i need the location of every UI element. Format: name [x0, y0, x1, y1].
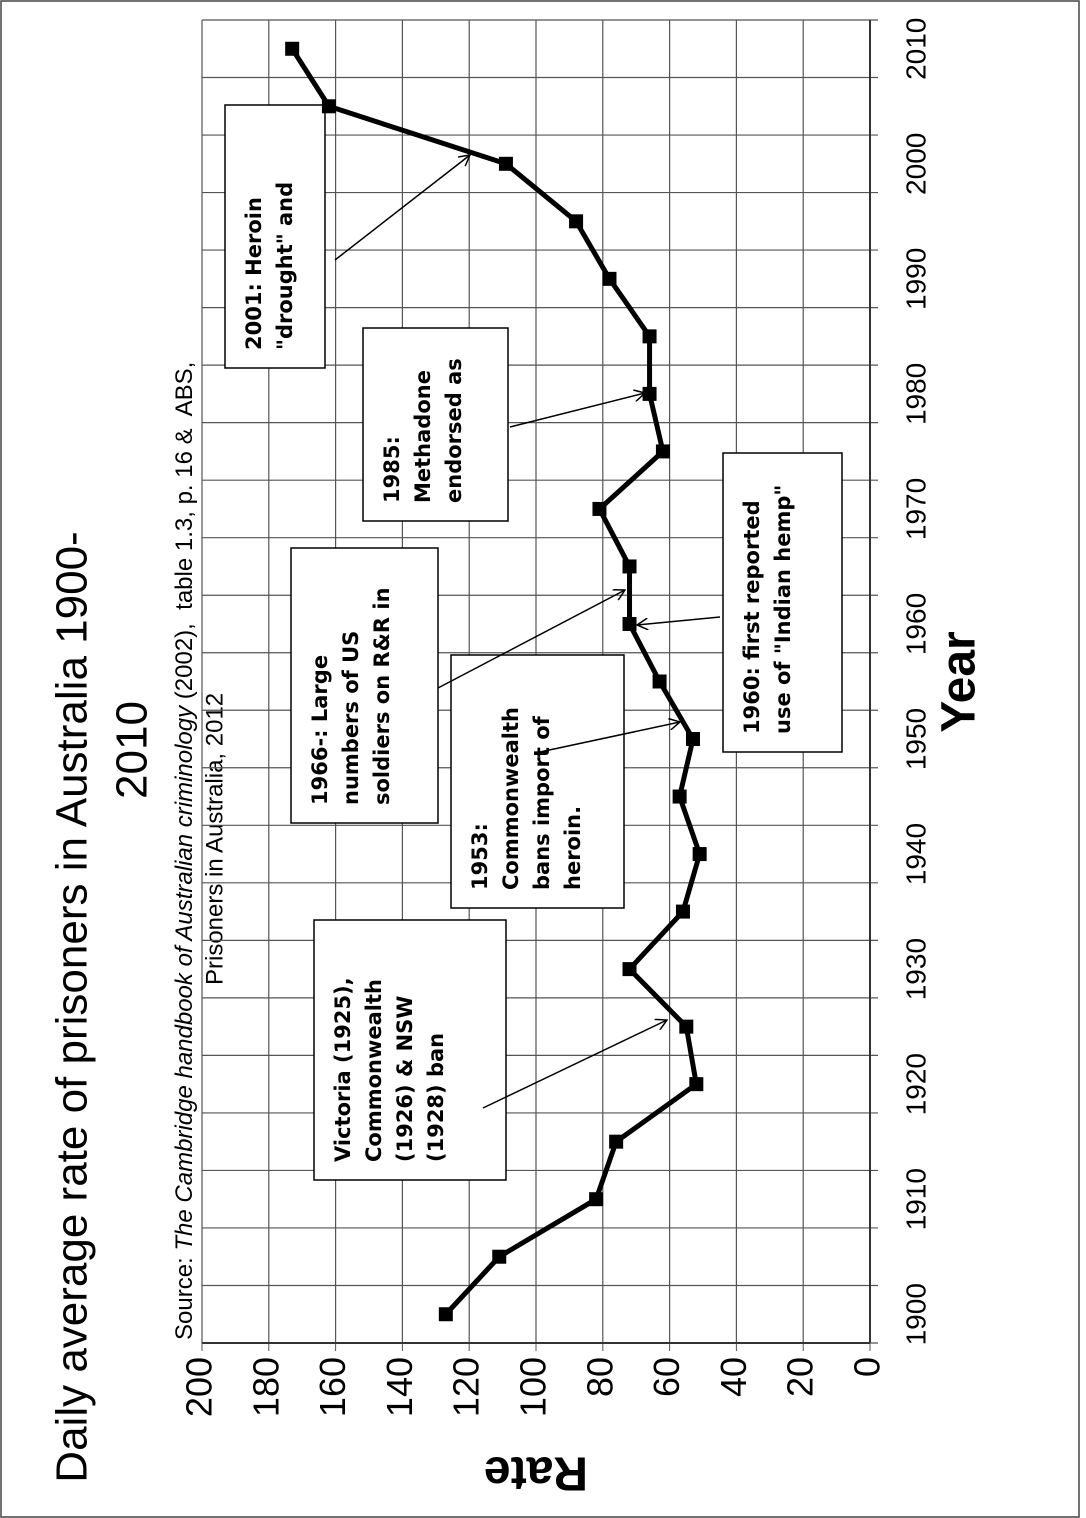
annotation-text: 1966-: Large: [308, 655, 332, 805]
annotation-text: Commonwealth: [362, 979, 386, 1162]
x-tick-label: 1970: [900, 478, 931, 540]
x-tick-label: 1920: [900, 1053, 931, 1115]
point-marker: [589, 1192, 604, 1207]
annotation-box: [450, 654, 625, 909]
point-marker: [438, 1307, 453, 1322]
source: Source: The Cambridge handbook of Austra…: [171, 362, 198, 1340]
annotation-text: 2001: Heroin: [242, 197, 266, 350]
y-tick-label: 160: [312, 1357, 353, 1417]
annotation-box: [722, 452, 843, 753]
point-marker: [675, 904, 690, 919]
point-marker: [655, 444, 670, 459]
annotation-text: 1960: first reported: [740, 500, 764, 734]
y-axis-title: Rate: [484, 1446, 588, 1499]
annotation-arrow: [637, 616, 721, 625]
x-tick-label: 1950: [900, 708, 931, 770]
y-tick-label: 140: [379, 1357, 420, 1417]
point-marker: [692, 847, 707, 862]
annotation-arrow: [482, 1020, 667, 1109]
annotation-text: 1985:: [380, 436, 404, 503]
point-marker: [689, 1077, 704, 1092]
point-marker: [642, 329, 657, 344]
annotation-box: [224, 104, 326, 369]
point-marker: [642, 386, 657, 401]
point-marker: [492, 1249, 507, 1264]
annotation-arrow: [509, 393, 645, 428]
point-marker: [652, 674, 667, 689]
x-tick-label: 1900: [900, 1283, 931, 1345]
point-marker: [622, 559, 637, 574]
rotated-chart: Daily average rate of prisoners in Austr…: [48, 18, 986, 1500]
point-marker: [609, 1134, 624, 1149]
y-tick-label: 0: [847, 1357, 888, 1377]
x-tick-label: 1980: [900, 363, 931, 425]
source-part: (2002), table 1.3, p. 16 & ABS,: [171, 362, 198, 706]
point-marker: [569, 214, 584, 229]
y-tick-label: 80: [579, 1357, 620, 1397]
x-tick-label: 2000: [900, 133, 931, 195]
x-tick-label: 1940: [900, 823, 931, 885]
x-tick-label: 2010: [900, 18, 931, 80]
point-marker: [498, 156, 513, 171]
source-part: Source:: [171, 1251, 198, 1340]
point-marker: [321, 99, 336, 114]
point-marker: [679, 1019, 694, 1034]
annotation-text: Methadone: [411, 370, 435, 503]
annotation-text: numbers of US: [339, 631, 363, 805]
point-marker: [622, 616, 637, 631]
annotation-text: bans import of: [530, 715, 554, 890]
annotation-text: endorsed as: [442, 358, 466, 503]
annotation-text: heroin.: [561, 806, 585, 890]
annotation-text: Victoria (1925),: [331, 977, 355, 1162]
source: Prisoners in Australia, 2012: [201, 693, 228, 985]
annotation-text: (1928) ban: [424, 1033, 448, 1162]
y-tick-label: 20: [780, 1357, 821, 1397]
chart-title: 2010: [108, 701, 157, 799]
x-tick-label: 1930: [900, 938, 931, 1000]
source-part: The Cambridge handbook of Australian cri…: [171, 704, 198, 1251]
y-tick-label: 60: [646, 1357, 687, 1397]
x-tick-label: 1960: [900, 593, 931, 655]
y-tick-label: 200: [179, 1357, 220, 1417]
point-marker: [685, 732, 700, 747]
annotation-arrow: [539, 722, 680, 753]
annotation-box: [362, 327, 509, 522]
annotation-text: (1926) & NSW: [393, 996, 417, 1162]
annotation-box: [290, 547, 439, 824]
y-tick-label: 180: [245, 1357, 286, 1417]
x-tick-label: 1990: [900, 248, 931, 310]
annotation-text: "drought" and: [273, 182, 297, 350]
x-tick-label: 1910: [900, 1168, 931, 1230]
point-marker: [672, 789, 687, 804]
annotation-arrow: [437, 590, 625, 689]
annotation-box: [313, 919, 507, 1181]
annotation-text: use of "Indian hemp": [771, 485, 795, 734]
point-marker: [602, 271, 617, 286]
x-axis-title: Year: [933, 631, 986, 732]
annotation-arrow: [334, 155, 470, 261]
chart-title: Daily average rate of prisoners in Austr…: [48, 531, 97, 1482]
point-marker: [622, 962, 637, 977]
annotation-text: 1953:: [468, 823, 492, 890]
point-marker: [285, 41, 300, 56]
annotation-text: soldiers on R&R in: [370, 587, 394, 805]
annotation-text: Commonwealth: [499, 707, 523, 890]
y-tick-label: 40: [713, 1357, 754, 1397]
y-tick-label: 120: [446, 1357, 487, 1417]
point-marker: [592, 501, 607, 516]
y-tick-label: 100: [513, 1357, 554, 1417]
